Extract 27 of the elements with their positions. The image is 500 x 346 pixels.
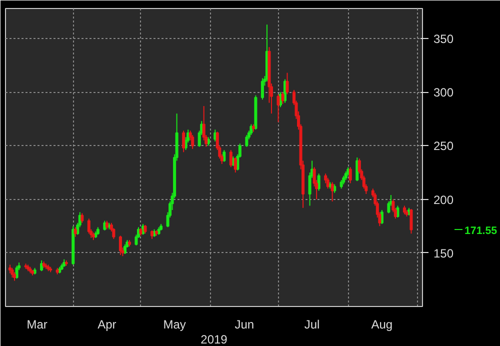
- y-tick-label: 250: [434, 139, 454, 154]
- y-tick-label: 150: [434, 246, 454, 260]
- y-tick-label: 200: [434, 192, 454, 207]
- y-tick-label: 300: [434, 86, 454, 100]
- x-tick-label: Jul: [304, 318, 320, 332]
- candlestick: [123, 244, 126, 254]
- candlestick: [74, 226, 77, 238]
- x-tick-label: Mar: [26, 318, 48, 332]
- x-tick-label: Apr: [98, 318, 116, 332]
- candlestick: [317, 173, 320, 192]
- x-tick-label: Aug: [371, 318, 393, 332]
- y-tick-label: 350: [434, 32, 454, 46]
- x-tick-label: Jun: [234, 318, 254, 332]
- x-axis-title: 2019: [200, 332, 228, 346]
- candlestick: [245, 134, 248, 148]
- candlestick: [87, 218, 90, 234]
- candlestick: [260, 78, 264, 100]
- candlestick: [356, 157, 359, 182]
- candlestick: [10, 267, 14, 278]
- candlestick: [15, 265, 18, 280]
- text: 171.55: [464, 224, 498, 237]
- candlestick: [80, 212, 84, 224]
- candlestick: [118, 235, 122, 256]
- candlestick: [191, 134, 194, 150]
- x-tick-label: May: [163, 318, 186, 332]
- candlestick: [182, 130, 186, 153]
- candlestick: [286, 72, 289, 95]
